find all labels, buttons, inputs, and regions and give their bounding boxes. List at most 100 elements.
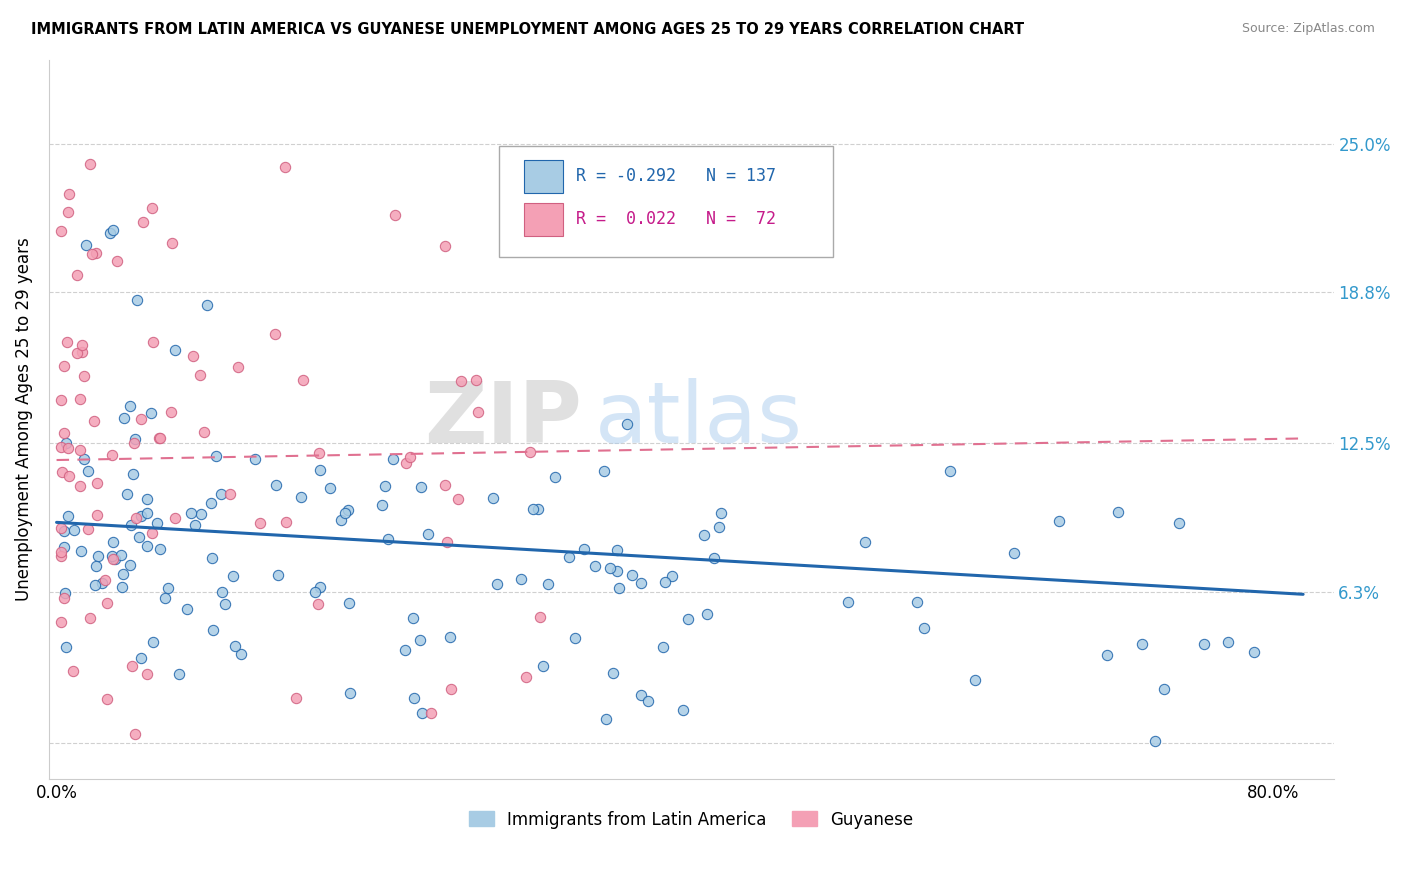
Point <box>544 470 567 484</box>
Point <box>337 503 360 517</box>
Point <box>304 584 326 599</box>
Point <box>101 549 124 563</box>
Point <box>411 706 433 721</box>
Point <box>963 673 986 687</box>
Point <box>131 411 153 425</box>
Text: Source: ZipAtlas.com: Source: ZipAtlas.com <box>1241 22 1375 36</box>
Point <box>309 580 332 594</box>
Point <box>409 632 432 647</box>
Point <box>515 670 537 684</box>
Point <box>83 578 105 592</box>
Point <box>129 508 152 523</box>
Point <box>51 465 73 479</box>
Point <box>162 236 184 251</box>
Point <box>79 157 101 171</box>
Point <box>692 527 714 541</box>
Point <box>77 464 100 478</box>
Point <box>49 440 72 454</box>
Point <box>55 640 77 655</box>
Point <box>411 480 433 494</box>
Point <box>307 597 329 611</box>
Point <box>56 205 79 219</box>
Point <box>204 449 226 463</box>
Point <box>49 545 72 559</box>
Point <box>630 688 652 702</box>
Point <box>486 576 509 591</box>
Point <box>190 507 212 521</box>
Point <box>193 425 215 439</box>
Point <box>125 511 148 525</box>
Point <box>377 532 399 546</box>
Point <box>75 238 97 252</box>
Point <box>73 452 96 467</box>
Point <box>120 518 142 533</box>
Point <box>70 337 93 351</box>
Point <box>224 639 246 653</box>
Point <box>395 456 418 470</box>
Point <box>69 544 91 558</box>
Point <box>529 609 551 624</box>
Point <box>1047 514 1070 528</box>
Point <box>620 568 643 582</box>
Point <box>290 490 312 504</box>
Point <box>201 623 224 637</box>
Point <box>53 586 76 600</box>
Point <box>200 495 222 509</box>
Point <box>330 513 353 527</box>
Point <box>136 666 159 681</box>
Point <box>72 344 94 359</box>
Point <box>107 254 129 268</box>
Point <box>527 502 550 516</box>
Point <box>94 573 117 587</box>
Point <box>101 552 124 566</box>
Point <box>531 659 554 673</box>
Point <box>263 326 285 341</box>
Text: R =  0.022   N =  72: R = 0.022 N = 72 <box>575 211 776 228</box>
Point <box>243 451 266 466</box>
Point <box>87 549 110 563</box>
Point <box>630 575 652 590</box>
Point <box>1002 546 1025 560</box>
Point <box>1130 637 1153 651</box>
Point <box>404 690 426 705</box>
Point <box>115 487 138 501</box>
Point <box>1107 505 1129 519</box>
Point <box>399 450 422 465</box>
Point <box>86 475 108 490</box>
Point <box>229 647 252 661</box>
Text: R = -0.292   N = 137: R = -0.292 N = 137 <box>575 167 776 186</box>
Point <box>710 507 733 521</box>
Point <box>337 597 360 611</box>
Point <box>112 566 135 581</box>
Point <box>595 712 617 726</box>
Text: ZIP: ZIP <box>425 377 582 461</box>
Point <box>592 464 614 478</box>
Point <box>84 559 107 574</box>
Point <box>135 539 157 553</box>
Point <box>464 373 486 387</box>
Point <box>103 223 125 237</box>
Point <box>912 621 935 635</box>
Point <box>201 550 224 565</box>
Point <box>482 491 505 505</box>
Point <box>371 499 394 513</box>
Point <box>56 335 79 350</box>
Point <box>129 651 152 665</box>
Point <box>214 597 236 611</box>
Point <box>402 611 425 625</box>
Point <box>195 298 218 312</box>
Point <box>433 477 456 491</box>
Point <box>96 596 118 610</box>
Point <box>118 399 141 413</box>
Point <box>188 368 211 382</box>
Point <box>122 436 145 450</box>
Point <box>1168 516 1191 530</box>
Point <box>1153 681 1175 696</box>
Point <box>122 467 145 481</box>
Point <box>58 509 80 524</box>
Point <box>447 491 470 506</box>
Point <box>450 374 472 388</box>
Point <box>76 522 98 536</box>
Point <box>938 464 960 478</box>
Point <box>384 208 406 222</box>
